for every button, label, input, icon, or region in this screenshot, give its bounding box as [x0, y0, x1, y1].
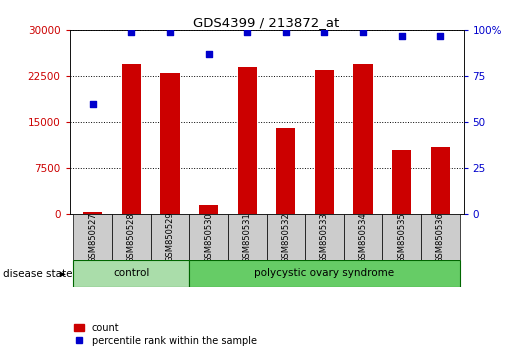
- Polygon shape: [60, 272, 66, 277]
- Text: GSM850529: GSM850529: [165, 212, 175, 263]
- Bar: [353, 64, 373, 214]
- Point: [243, 29, 251, 35]
- Bar: [199, 205, 218, 214]
- Point: [436, 33, 444, 39]
- Bar: [190, 260, 460, 287]
- Bar: [237, 67, 257, 214]
- Bar: [122, 64, 141, 214]
- Point: [127, 29, 135, 35]
- Point: [359, 29, 367, 35]
- Bar: [190, 214, 228, 260]
- Point: [166, 29, 174, 35]
- Text: disease state: disease state: [3, 269, 72, 279]
- Title: GDS4399 / 213872_at: GDS4399 / 213872_at: [194, 16, 339, 29]
- Bar: [112, 214, 151, 260]
- Point: [89, 101, 97, 107]
- Legend: count, percentile rank within the sample: count, percentile rank within the sample: [74, 323, 257, 346]
- Text: GSM850536: GSM850536: [436, 212, 445, 263]
- Bar: [382, 214, 421, 260]
- Text: GSM850527: GSM850527: [88, 212, 97, 263]
- Point: [282, 29, 290, 35]
- Point: [398, 33, 406, 39]
- Bar: [305, 214, 344, 260]
- Bar: [315, 70, 334, 214]
- Text: GSM850530: GSM850530: [204, 212, 213, 263]
- Bar: [276, 128, 296, 214]
- Text: control: control: [113, 268, 149, 279]
- Text: GSM850531: GSM850531: [243, 212, 252, 263]
- Bar: [74, 214, 112, 260]
- Text: GSM850528: GSM850528: [127, 212, 136, 263]
- Text: GSM850534: GSM850534: [358, 212, 368, 263]
- Bar: [392, 150, 411, 214]
- Text: GSM850533: GSM850533: [320, 212, 329, 263]
- Bar: [344, 214, 382, 260]
- Bar: [421, 214, 460, 260]
- Text: polycystic ovary syndrome: polycystic ovary syndrome: [254, 268, 394, 279]
- Point: [204, 51, 213, 57]
- Bar: [74, 260, 190, 287]
- Text: GSM850535: GSM850535: [397, 212, 406, 263]
- Bar: [267, 214, 305, 260]
- Bar: [228, 214, 267, 260]
- Bar: [83, 212, 102, 214]
- Bar: [160, 73, 180, 214]
- Text: GSM850532: GSM850532: [281, 212, 290, 263]
- Bar: [151, 214, 190, 260]
- Bar: [431, 147, 450, 214]
- Point: [320, 29, 329, 35]
